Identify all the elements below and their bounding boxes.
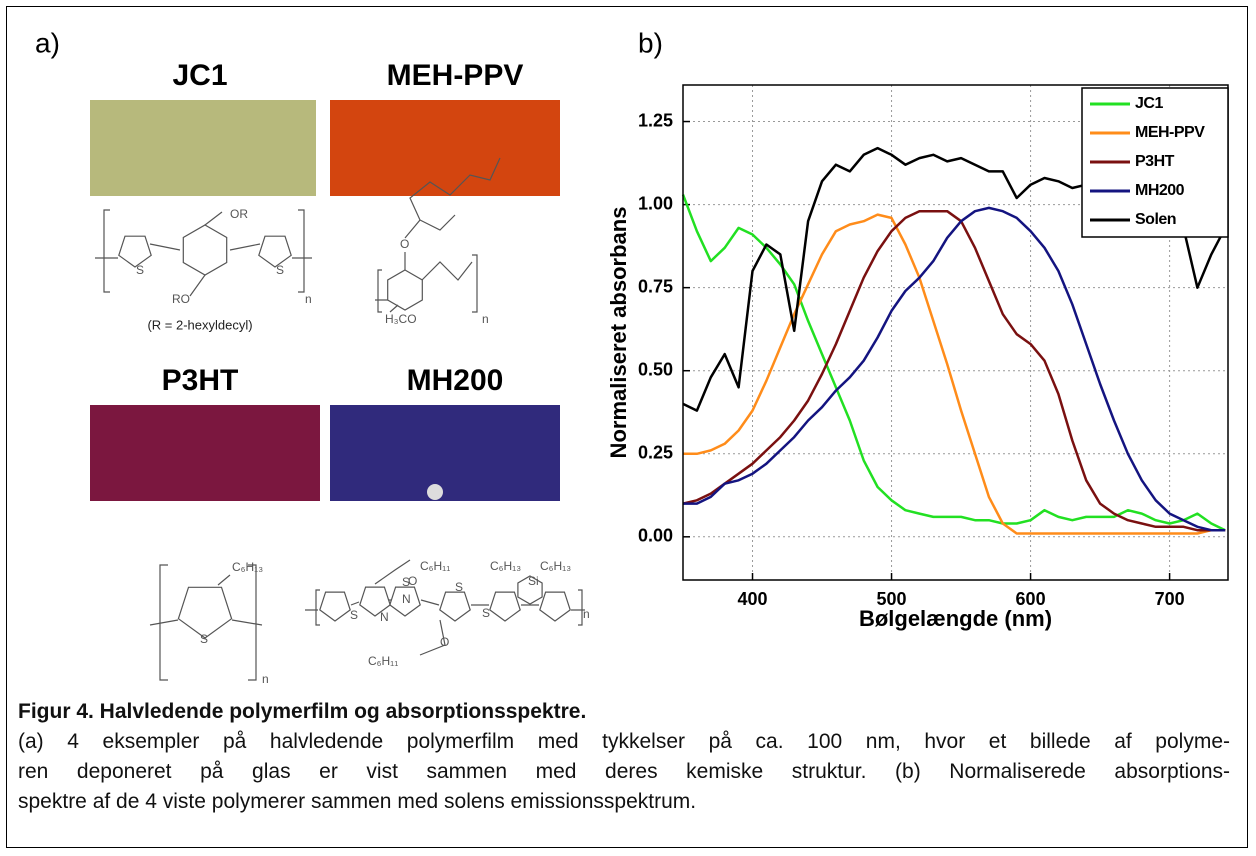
atom-label: n xyxy=(305,292,312,306)
legend-label: MH200 xyxy=(1135,182,1185,199)
ring xyxy=(387,269,423,311)
bond xyxy=(377,254,478,313)
legend-label: P3HT xyxy=(1135,153,1175,170)
ring xyxy=(489,591,521,622)
y-tick-label: 0.50 xyxy=(638,359,673,379)
atom-label: H₃CO xyxy=(385,312,417,326)
ring xyxy=(439,591,471,622)
ring xyxy=(539,591,571,622)
atom-label: S xyxy=(350,608,358,622)
atom-label: C₆H₁₃ xyxy=(490,559,521,573)
atom-label: n xyxy=(583,607,590,621)
atom-label: O xyxy=(400,237,409,251)
x-axis-label: Bølgelængde (nm) xyxy=(859,606,1052,631)
x-tick-label: 400 xyxy=(737,589,767,609)
ring xyxy=(258,235,292,268)
y-tick-label: 1.00 xyxy=(638,193,673,213)
film-photo xyxy=(330,100,560,196)
bond xyxy=(305,599,585,611)
figure-frame xyxy=(6,6,1248,848)
atom-label: S xyxy=(200,632,208,646)
panel-label: b) xyxy=(638,27,663,58)
y-axis-label: Normaliseret absorbans xyxy=(606,207,631,459)
y-tick-label: 0.00 xyxy=(638,526,673,546)
film-photo xyxy=(90,405,320,501)
atom-label: S xyxy=(136,263,144,277)
bond xyxy=(159,564,257,681)
plot-frame xyxy=(682,84,1229,581)
legend-label: JC1 xyxy=(1135,95,1163,112)
atom-label: n xyxy=(262,672,269,686)
ring xyxy=(177,586,233,639)
legend-label: Solen xyxy=(1135,211,1176,228)
atom-label: n xyxy=(482,312,489,326)
ring xyxy=(182,224,228,276)
atom-label: S xyxy=(402,575,410,589)
ring xyxy=(389,586,421,617)
atom-label: O xyxy=(408,574,417,588)
bond xyxy=(375,157,501,301)
y-tick-label: 0.75 xyxy=(638,276,673,296)
film-photo xyxy=(330,405,560,501)
x-tick-label: 600 xyxy=(1016,589,1046,609)
caption-line: ren deponeret på glas er vist sammen med… xyxy=(18,760,1230,783)
atom-label: RO xyxy=(172,292,190,306)
ring xyxy=(319,591,351,622)
film-name: MH200 xyxy=(407,364,504,397)
panel-label: a) xyxy=(35,27,60,58)
y-tick-label: 0.25 xyxy=(638,443,673,463)
film-name: JC1 xyxy=(172,59,227,92)
ring xyxy=(359,586,391,617)
structure-note: (R = 2-hexyldecyl) xyxy=(147,317,252,332)
atom-label: S xyxy=(276,263,284,277)
bond xyxy=(149,574,263,626)
atom-label: C₆H₁₃ xyxy=(540,559,571,573)
series-line xyxy=(683,213,1226,535)
film-photo xyxy=(90,100,316,196)
atom-label: N xyxy=(402,592,411,606)
ring xyxy=(517,575,543,605)
legend-label: MEH-PPV xyxy=(1135,124,1205,141)
series-line xyxy=(683,206,1226,532)
atom-label: C₆H₁₁ xyxy=(420,559,450,573)
film-name: MEH-PPV xyxy=(387,59,524,92)
atom-label: OR xyxy=(230,207,248,221)
chemical-structures: OR RO S S n (R = 2-hexyldecyl) O H₃CO n … xyxy=(95,157,590,686)
y-tick-label: 1.25 xyxy=(638,110,673,130)
bond xyxy=(315,559,583,656)
film-spot xyxy=(427,484,443,500)
caption-line: (a) 4 eksempler på halvledende polymerfi… xyxy=(18,730,1230,753)
atom-label: N xyxy=(380,610,389,624)
series-line xyxy=(681,194,1226,532)
bond xyxy=(103,209,305,293)
caption-title: Figur 4. Halvledende polymerfilm og abso… xyxy=(18,700,587,723)
ring xyxy=(118,235,152,268)
atom-label: Si xyxy=(528,574,539,588)
x-tick-label: 700 xyxy=(1155,589,1185,609)
series-line xyxy=(682,209,1226,532)
bond xyxy=(95,211,312,297)
caption-line: spektre af de 4 viste polymerer sammen m… xyxy=(18,790,697,813)
atom-label: C₆H₁₁ xyxy=(368,654,398,668)
atom-label: S xyxy=(482,606,490,620)
film-name: P3HT xyxy=(162,364,239,397)
x-tick-label: 500 xyxy=(877,589,907,609)
atom-label: C₆H₁₃ xyxy=(232,560,263,574)
atom-label: S xyxy=(455,580,463,594)
